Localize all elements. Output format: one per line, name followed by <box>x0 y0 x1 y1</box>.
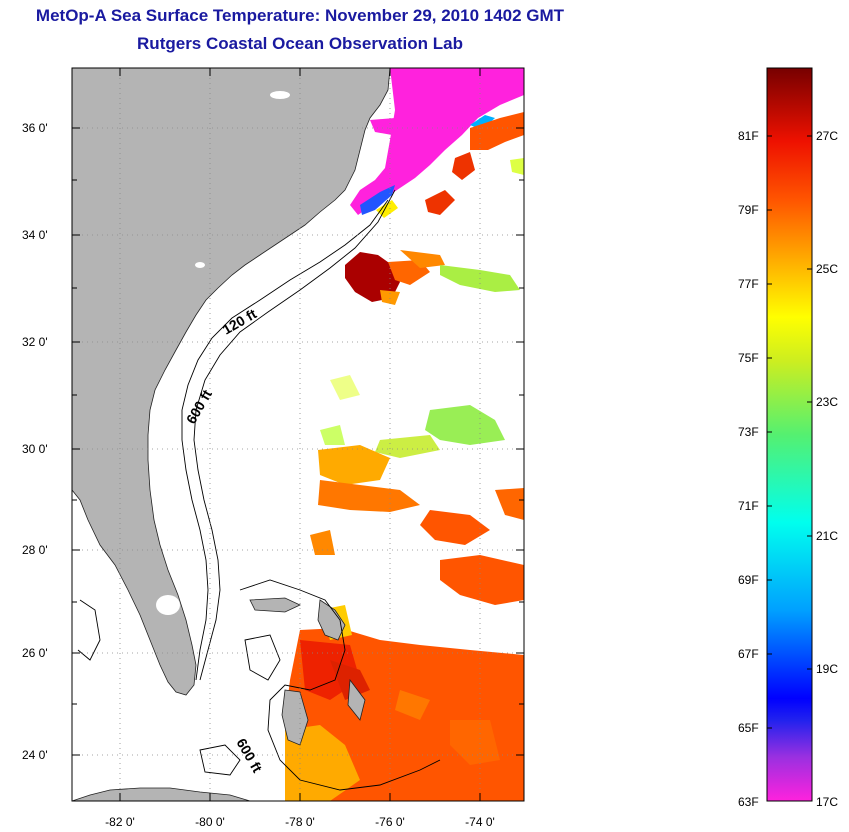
colorbar-label-f: 71F <box>738 499 759 513</box>
map-border <box>71 67 525 802</box>
colorbar-label-c: 17C <box>816 795 839 809</box>
lat-label: 36 0' <box>22 121 48 135</box>
bathymetry-contours <box>77 189 441 791</box>
colorbar <box>766 67 813 802</box>
colorbar-label-f: 77F <box>738 277 759 291</box>
land-grand-bahama <box>249 597 301 613</box>
lat-label: 34 0' <box>22 228 48 242</box>
colorbar-label-f: 65F <box>738 721 759 735</box>
lat-label: 26 0' <box>22 646 48 660</box>
colorbar-label-c: 21C <box>816 529 839 543</box>
sst-data-layer <box>285 68 524 801</box>
colorbar-label-f: 73F <box>738 425 759 439</box>
colorbar-label-f: 63F <box>738 795 759 809</box>
colorbar-label-f: 69F <box>738 573 759 587</box>
land-bahamas-eleuthera <box>347 678 366 721</box>
lat-label: 32 0' <box>22 335 48 349</box>
land-mainland <box>72 68 391 696</box>
land-cuba <box>72 787 251 801</box>
colorbar-label-f: 67F <box>738 647 759 661</box>
graticule <box>72 68 524 801</box>
colorbar-label-f: 81F <box>738 129 759 143</box>
colorbar-label-c: 23C <box>816 395 839 409</box>
colorbar-label-f: 75F <box>738 351 759 365</box>
lake-okeechobee <box>156 595 180 615</box>
lon-label: -82 0' <box>105 815 135 829</box>
colorbar-label-c: 25C <box>816 262 839 276</box>
inland-water <box>270 91 290 99</box>
colorbar-label-c: 19C <box>816 662 839 676</box>
colorbar-label-f: 79F <box>738 203 759 217</box>
land-bahamas-andros <box>281 689 309 746</box>
colorbar-ticks <box>767 135 812 729</box>
lat-label: 24 0' <box>22 748 48 762</box>
lat-label: 28 0' <box>22 543 48 557</box>
land-bahamas-abaco <box>317 599 346 641</box>
lon-label: -80 0' <box>195 815 225 829</box>
map-title: MetOp-A Sea Surface Temperature: Novembe… <box>35 6 565 25</box>
colorbar-label-c: 27C <box>816 129 839 143</box>
inland-water <box>195 262 205 268</box>
lat-label: 30 0' <box>22 442 48 456</box>
map-ticks <box>72 68 524 801</box>
lon-label: -76 0' <box>375 815 405 829</box>
map-subtitle: Rutgers Coastal Ocean Observation Lab <box>137 34 463 53</box>
lon-label: -74 0' <box>465 815 495 829</box>
lon-label: -78 0' <box>285 815 315 829</box>
